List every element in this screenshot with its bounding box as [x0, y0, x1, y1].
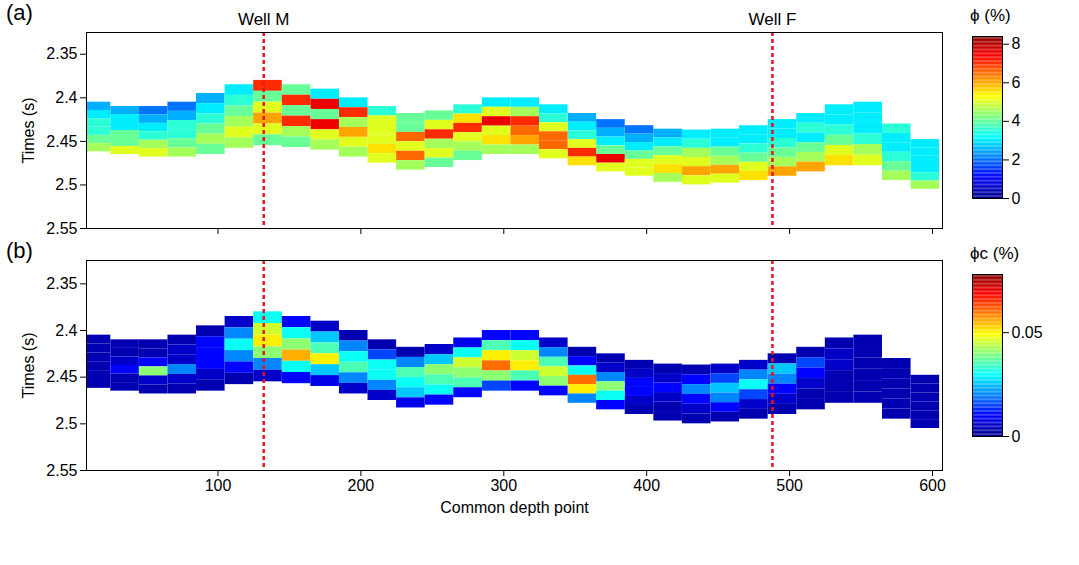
svg-text:400: 400: [633, 477, 660, 494]
svg-text:2.35: 2.35: [46, 45, 77, 62]
svg-text:Well M: Well M: [238, 10, 290, 29]
svg-text:2: 2: [1012, 151, 1021, 168]
svg-text:2.5: 2.5: [55, 176, 77, 193]
svg-text:0: 0: [1012, 428, 1021, 444]
svg-text:Well F: Well F: [749, 10, 797, 29]
svg-text:8: 8: [1012, 35, 1021, 52]
svg-text:Times (s): Times (s): [20, 332, 37, 398]
html-text:ϕ (%): ϕ (%): [970, 6, 1011, 25]
svg-text:600: 600: [919, 477, 946, 494]
svg-text:2.4: 2.4: [55, 89, 77, 106]
svg-text:2.4: 2.4: [55, 322, 77, 339]
svg-text:2.5: 2.5: [55, 415, 77, 432]
svg-text:200: 200: [348, 477, 375, 494]
html-text:(a): (a): [6, 0, 33, 25]
svg-text:2.55: 2.55: [46, 462, 77, 479]
svg-text:100: 100: [205, 477, 232, 494]
svg-text:4: 4: [1012, 112, 1021, 129]
svg-text:Times (s): Times (s): [20, 97, 37, 163]
svg-text:2.55: 2.55: [46, 220, 77, 237]
html-text:ϕc (%): ϕc (%): [970, 244, 1020, 263]
svg-text:0: 0: [1012, 190, 1021, 206]
svg-text:2.35: 2.35: [46, 275, 77, 292]
svg-text:0.05: 0.05: [1012, 324, 1043, 341]
svg-text:Common depth point: Common depth point: [440, 499, 589, 516]
svg-text:6: 6: [1012, 74, 1021, 91]
svg-text:300: 300: [490, 477, 517, 494]
html-text:(b): (b): [6, 238, 33, 263]
svg-text:500: 500: [776, 477, 803, 494]
svg-text:2.45: 2.45: [46, 133, 77, 150]
svg-text:2.45: 2.45: [46, 368, 77, 385]
